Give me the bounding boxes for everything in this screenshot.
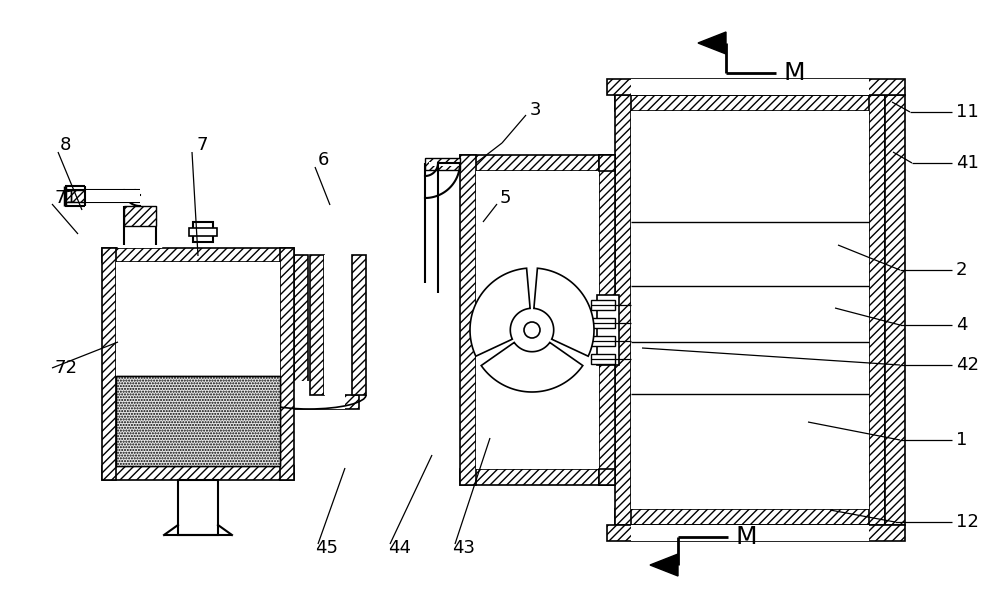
Bar bbox=[193, 222, 213, 242]
Bar bbox=[607, 79, 905, 95]
Polygon shape bbox=[698, 32, 726, 54]
Bar bbox=[591, 318, 615, 328]
Bar bbox=[102, 466, 294, 480]
Text: 45: 45 bbox=[315, 539, 338, 557]
Text: 5: 5 bbox=[500, 189, 512, 207]
Bar bbox=[189, 228, 217, 236]
Bar bbox=[615, 509, 885, 525]
Bar bbox=[324, 255, 338, 395]
Bar bbox=[599, 469, 615, 485]
Text: 8: 8 bbox=[60, 136, 71, 154]
Bar bbox=[280, 248, 294, 480]
Text: 7: 7 bbox=[196, 136, 208, 154]
Bar bbox=[597, 295, 619, 365]
Text: 42: 42 bbox=[956, 356, 979, 374]
Bar bbox=[591, 300, 615, 310]
Bar bbox=[266, 381, 345, 409]
Bar bbox=[266, 395, 294, 409]
Text: 2: 2 bbox=[956, 261, 968, 279]
Polygon shape bbox=[650, 554, 678, 576]
Bar bbox=[124, 206, 156, 226]
Bar bbox=[352, 255, 366, 395]
Polygon shape bbox=[534, 268, 594, 356]
Text: 41: 41 bbox=[956, 154, 979, 172]
Text: 71: 71 bbox=[55, 189, 78, 207]
Bar bbox=[429, 162, 460, 166]
Text: M: M bbox=[735, 525, 757, 549]
Bar bbox=[631, 111, 869, 509]
Bar bbox=[631, 79, 869, 95]
Text: M: M bbox=[783, 61, 805, 85]
Text: 1: 1 bbox=[956, 431, 967, 449]
Bar bbox=[460, 155, 615, 171]
Bar bbox=[599, 155, 615, 171]
Polygon shape bbox=[481, 342, 583, 392]
Bar bbox=[116, 376, 280, 466]
Bar bbox=[252, 395, 359, 409]
Bar bbox=[252, 255, 266, 409]
Bar bbox=[116, 262, 280, 466]
Bar bbox=[102, 248, 116, 480]
Bar bbox=[85, 190, 140, 202]
Bar bbox=[869, 95, 885, 525]
Bar bbox=[631, 525, 869, 541]
Bar bbox=[615, 95, 631, 525]
Text: 12: 12 bbox=[956, 513, 979, 531]
Bar bbox=[116, 376, 280, 466]
Bar bbox=[599, 155, 615, 485]
Bar bbox=[591, 336, 615, 346]
Text: 6: 6 bbox=[318, 151, 329, 169]
Bar bbox=[425, 158, 460, 170]
Bar bbox=[885, 95, 905, 525]
Bar bbox=[102, 248, 294, 262]
Text: 72: 72 bbox=[55, 359, 78, 377]
Bar bbox=[591, 354, 615, 364]
Bar bbox=[460, 155, 476, 485]
Bar bbox=[607, 525, 905, 541]
Circle shape bbox=[524, 322, 540, 338]
Text: 4: 4 bbox=[956, 316, 968, 334]
Bar bbox=[615, 95, 885, 111]
Bar bbox=[294, 255, 308, 395]
Text: 43: 43 bbox=[452, 539, 475, 557]
Text: 3: 3 bbox=[530, 101, 542, 119]
Bar bbox=[65, 190, 85, 202]
Bar bbox=[476, 171, 599, 469]
Bar bbox=[310, 255, 324, 395]
Bar bbox=[178, 480, 218, 535]
Polygon shape bbox=[470, 268, 530, 356]
Text: 44: 44 bbox=[388, 539, 411, 557]
Text: 11: 11 bbox=[956, 103, 979, 121]
Bar bbox=[266, 255, 287, 400]
Bar bbox=[460, 469, 615, 485]
